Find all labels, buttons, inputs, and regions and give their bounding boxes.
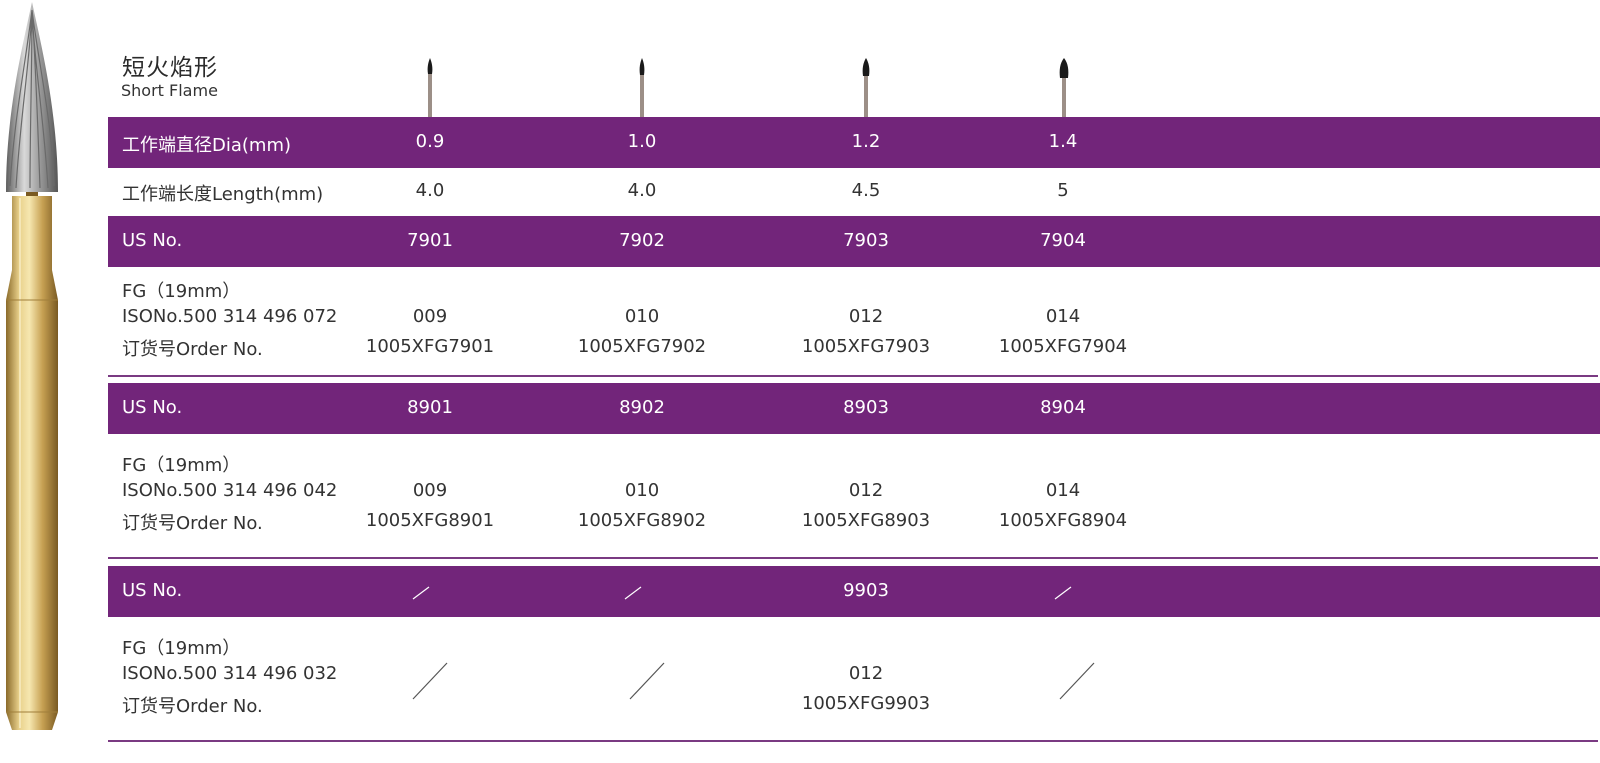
iso-value: 012 — [848, 663, 884, 684]
us-no-value: 8904 — [1040, 397, 1086, 418]
iso-label: ISONo.500 314 496 042 — [122, 480, 338, 501]
not-available-mark — [1054, 586, 1072, 600]
iso-value: 009 — [412, 480, 448, 501]
order-no-value: 1005XFG7903 — [801, 336, 931, 357]
iso-value: 009 — [412, 306, 448, 327]
dia-value: 1.4 — [1048, 131, 1078, 152]
us-no-value: 7904 — [1040, 230, 1086, 251]
order-no-value: 1005XFG8904 — [998, 510, 1128, 531]
length-value: 4.0 — [627, 180, 657, 201]
dia-label: 工作端直径Dia(mm) — [122, 135, 292, 156]
iso-label: ISONo.500 314 496 072 — [122, 306, 338, 327]
product-title-zh: 短火焰形 — [122, 55, 218, 81]
length-value: 5 — [1057, 180, 1069, 201]
dia-value: 1.2 — [851, 131, 881, 152]
us-no-label: US No. — [122, 580, 183, 601]
order-no-value: 1005XFG9903 — [801, 693, 931, 714]
iso-value: 012 — [848, 480, 884, 501]
us-no-value: 8901 — [407, 397, 453, 418]
iso-value: 010 — [624, 480, 660, 501]
order-no-value: 1005XFG8903 — [801, 510, 931, 531]
bur-size-0-9-icon — [427, 58, 433, 118]
order-no-value: 1005XFG8902 — [577, 510, 707, 531]
iso-value: 014 — [1045, 306, 1081, 327]
us-no-value: 8903 — [843, 397, 889, 418]
iso-value: 012 — [848, 306, 884, 327]
bur-size-1-4-icon — [1059, 58, 1069, 118]
length-value: 4.5 — [851, 180, 881, 201]
group-divider — [108, 375, 1598, 377]
not-available-mark — [629, 662, 665, 700]
not-available-mark — [412, 586, 430, 600]
length-value: 4.0 — [415, 180, 445, 201]
fg-block-7900: FG（19mm） ISONo.500 314 496 072 订货号Order … — [108, 277, 1600, 367]
flame-bur-illustration — [6, 2, 58, 730]
us-no-value: 7903 — [843, 230, 889, 251]
order-no-value: 1005XFG7904 — [998, 336, 1128, 357]
iso-label: ISONo.500 314 496 032 — [122, 663, 338, 684]
order-no-value: 1005XFG7901 — [365, 336, 495, 357]
order-label: 订货号Order No. — [122, 513, 263, 534]
us-no-label: US No. — [122, 397, 183, 418]
bur-size-1-2-icon — [862, 58, 870, 118]
bur-size-1-0-icon — [639, 58, 645, 118]
not-available-mark — [1059, 662, 1095, 700]
us-no-value: 9903 — [843, 580, 889, 601]
not-available-mark — [624, 586, 642, 600]
iso-value: 014 — [1045, 480, 1081, 501]
dia-value: 0.9 — [415, 131, 445, 152]
iso-value: 010 — [624, 306, 660, 327]
order-no-value: 1005XFG8901 — [365, 510, 495, 531]
product-title-en: Short Flame — [121, 81, 218, 100]
us-no-row-8900: US No. 8901 8902 8903 8904 — [108, 383, 1600, 434]
dia-row: 工作端直径Dia(mm) 0.9 1.0 1.2 1.4 — [108, 117, 1600, 168]
fg-label: FG（19mm） — [122, 455, 241, 476]
us-no-value: 8902 — [619, 397, 665, 418]
fg-label: FG（19mm） — [122, 638, 241, 659]
order-label: 订货号Order No. — [122, 696, 263, 717]
us-no-row-9900: US No. 9903 — [108, 566, 1600, 617]
not-available-mark — [412, 662, 448, 700]
group-divider — [108, 557, 1598, 559]
us-no-row-7900: US No. 7901 7902 7903 7904 — [108, 216, 1600, 267]
order-label: 订货号Order No. — [122, 339, 263, 360]
fg-block-8900: FG（19mm） ISONo.500 314 496 042 订货号Order … — [108, 451, 1600, 541]
fg-label: FG（19mm） — [122, 281, 241, 302]
us-no-label: US No. — [122, 230, 183, 251]
us-no-value: 7902 — [619, 230, 665, 251]
fg-block-9900: FG（19mm） ISONo.500 314 496 032 订货号Order … — [108, 634, 1600, 724]
length-label: 工作端长度Length(mm) — [122, 184, 324, 205]
dia-value: 1.0 — [627, 131, 657, 152]
length-row: 工作端长度Length(mm) 4.0 4.0 4.5 5 — [108, 180, 1600, 210]
order-no-value: 1005XFG7902 — [577, 336, 707, 357]
group-divider — [108, 740, 1598, 742]
us-no-value: 7901 — [407, 230, 453, 251]
